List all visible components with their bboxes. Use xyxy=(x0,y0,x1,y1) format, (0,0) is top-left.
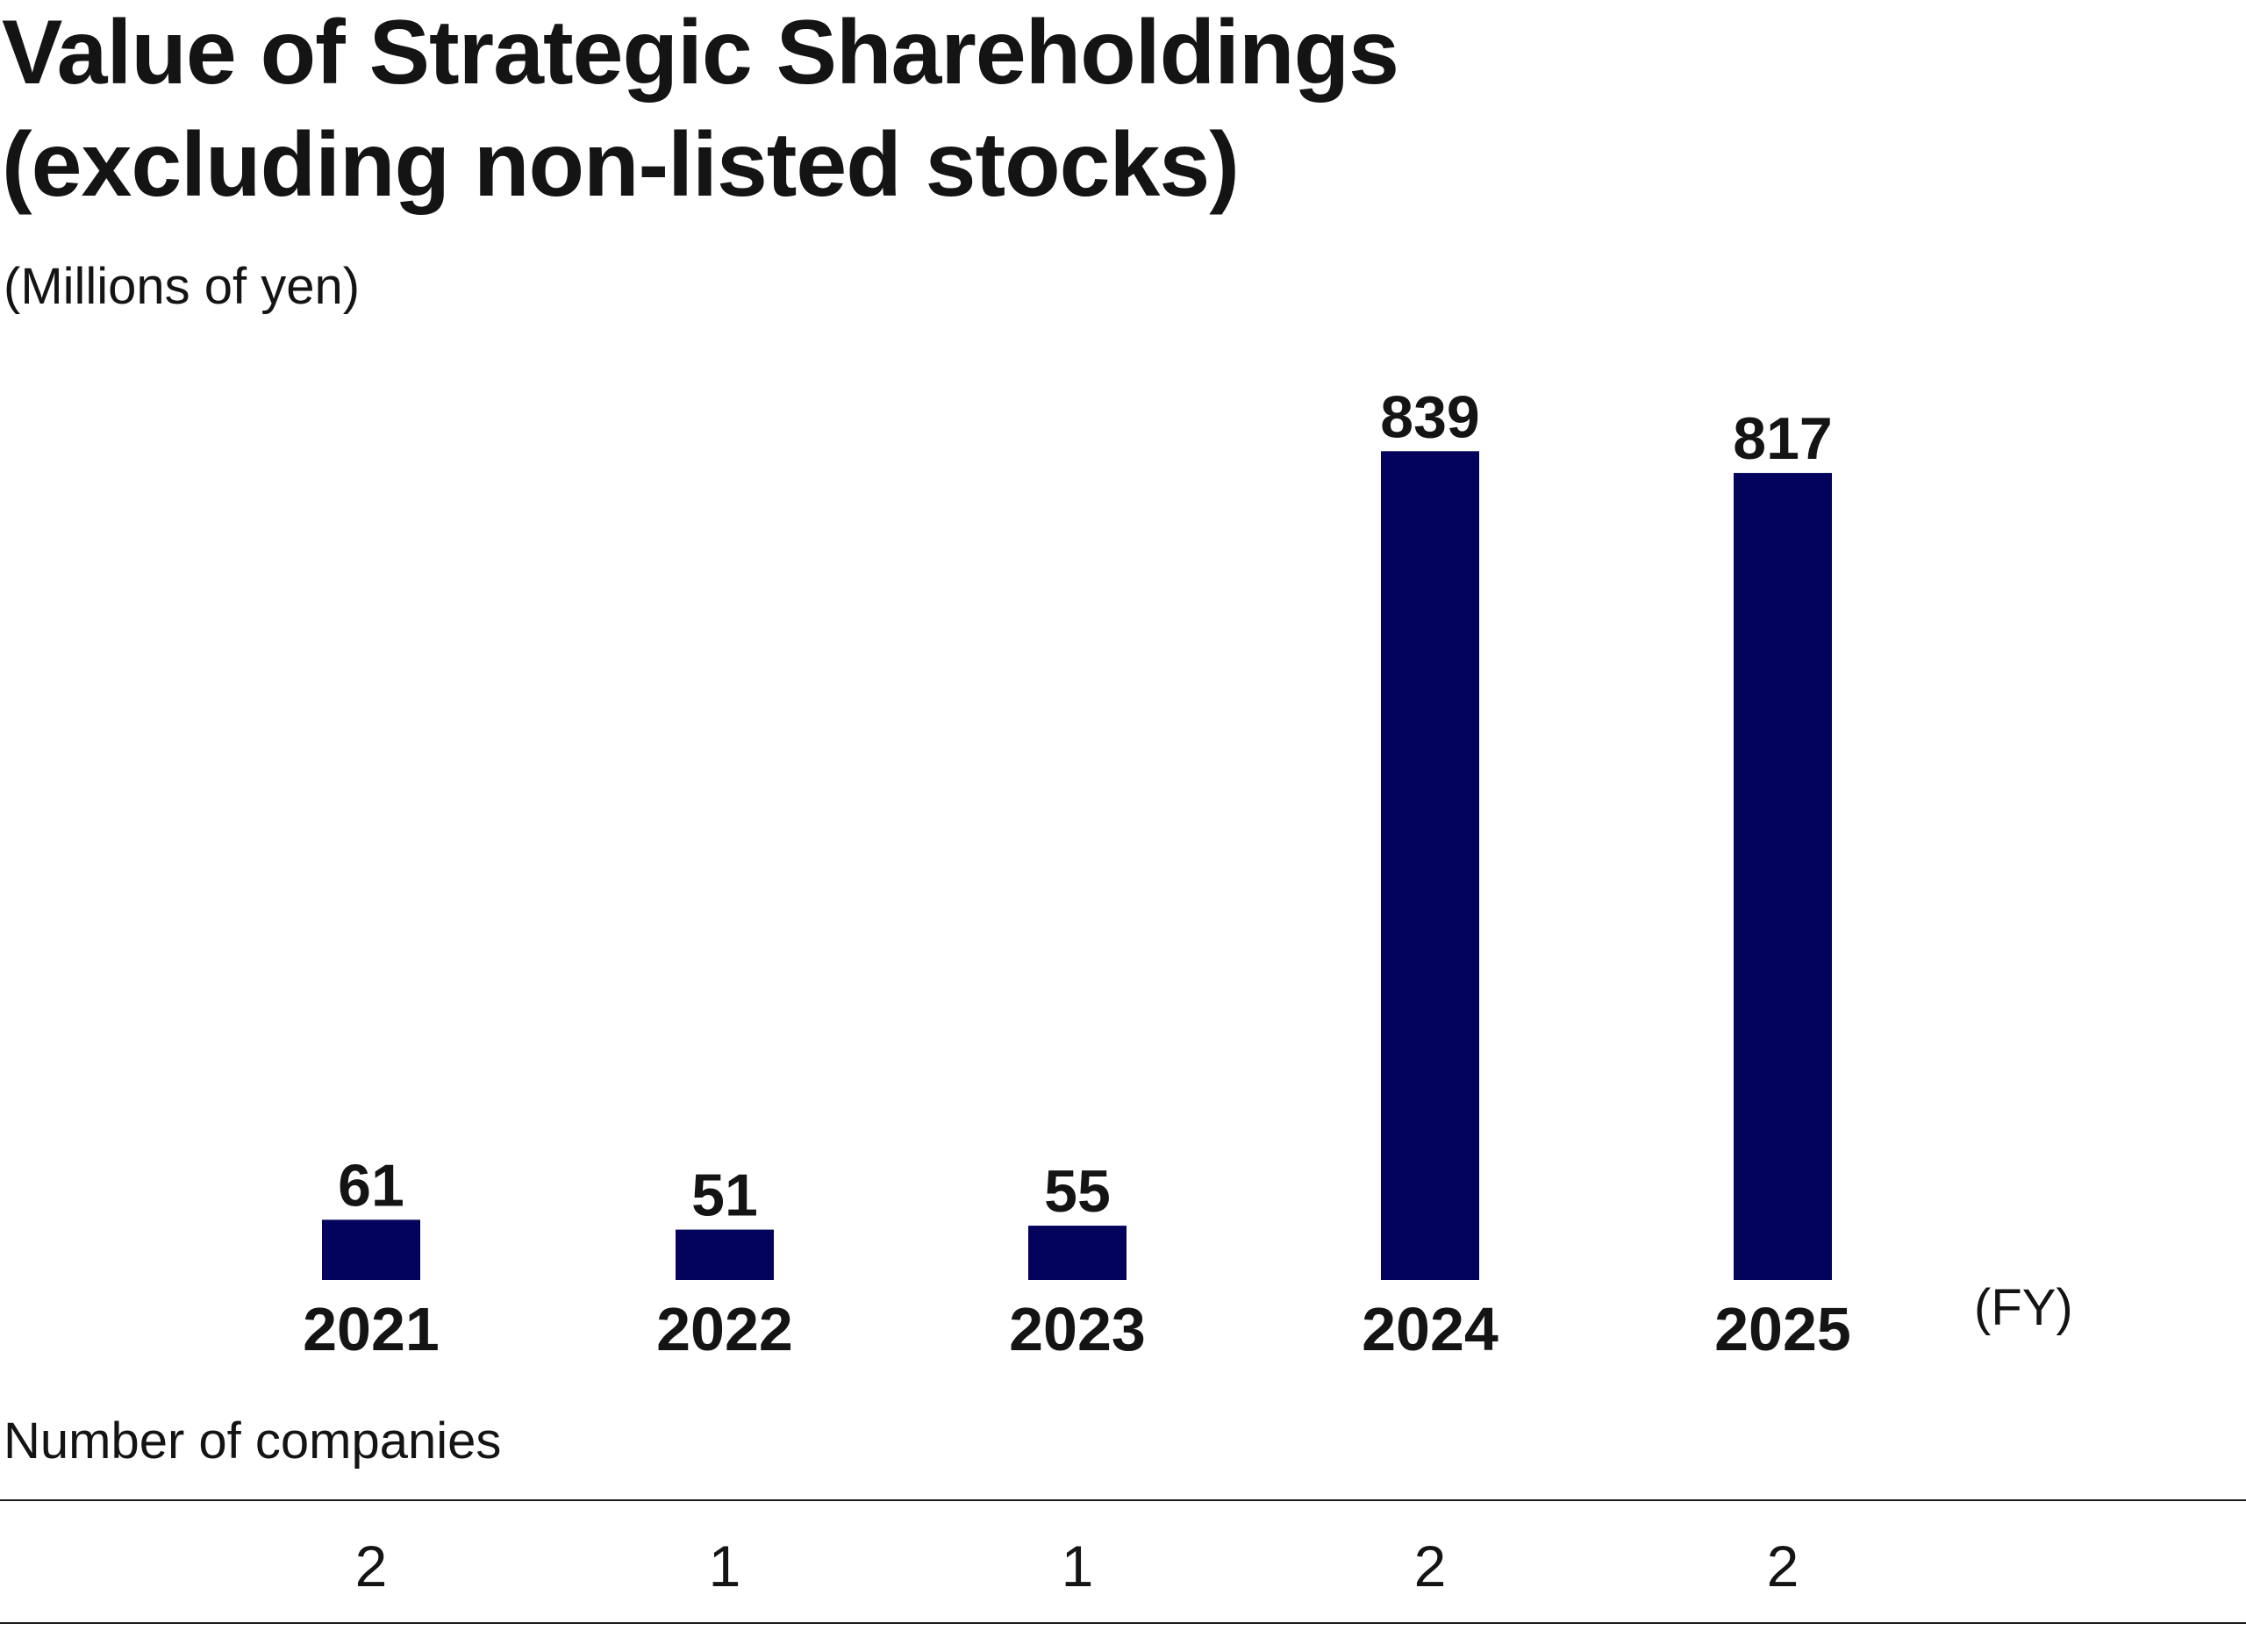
table-rule-top xyxy=(0,1499,2246,1501)
bar-chart: 61 2021 51 2022 55 2023 839 2024 817 2025 xyxy=(303,383,1851,1363)
x-tick-label-2022: 2022 xyxy=(656,1295,793,1363)
chart-title-line-1: Value of Strategic Shareholdings xyxy=(2,2,1399,104)
bar-2024 xyxy=(1381,451,1479,1280)
data-label-2021: 61 xyxy=(338,1152,404,1219)
x-tick-label-2023: 2023 xyxy=(1009,1295,1146,1363)
companies-label: Number of companies xyxy=(4,1412,502,1470)
data-label-2023: 55 xyxy=(1044,1158,1111,1225)
x-unit-label: (FY) xyxy=(1974,1279,2073,1336)
bar-2025 xyxy=(1734,473,1832,1280)
data-label-2024: 839 xyxy=(1380,383,1479,450)
chart-title-line-2: (excluding non-listed stocks) xyxy=(2,114,1240,216)
companies-count-2025: 2 xyxy=(1766,1534,1799,1598)
data-label-2022: 51 xyxy=(691,1162,758,1229)
data-label-2025: 817 xyxy=(1733,405,1832,472)
x-tick-label-2025: 2025 xyxy=(1714,1295,1851,1363)
bar-2022 xyxy=(676,1229,774,1280)
companies-count-2023: 1 xyxy=(1061,1534,1094,1598)
companies-count-2022: 1 xyxy=(708,1534,741,1598)
x-tick-label-2024: 2024 xyxy=(1362,1295,1499,1363)
bar-2021 xyxy=(322,1219,420,1280)
y-unit-label: (Millions of yen) xyxy=(4,258,361,315)
companies-count-2021: 2 xyxy=(354,1534,388,1598)
x-tick-label-2021: 2021 xyxy=(303,1295,440,1363)
table-rule-bottom xyxy=(0,1622,2246,1624)
bar-2023 xyxy=(1028,1226,1127,1280)
companies-count-2024: 2 xyxy=(1413,1534,1447,1598)
